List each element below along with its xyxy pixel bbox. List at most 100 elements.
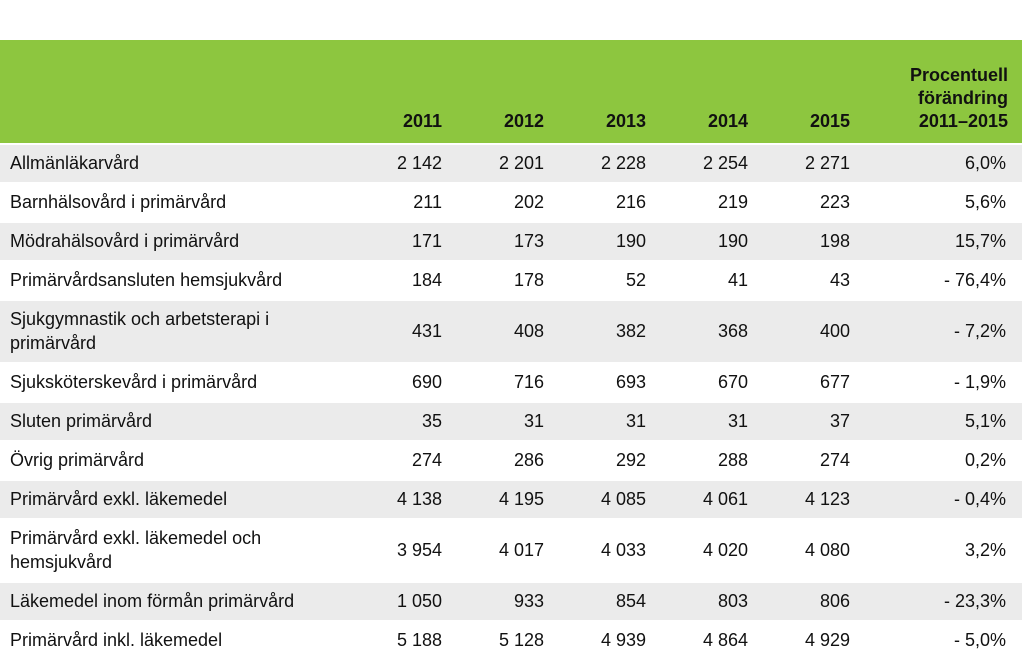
table-body: Allmänläkarvård 2 142 2 201 2 228 2 254 2 271…: [0, 143, 1022, 659]
table-row: Allmänläkarvård 2 142 2 201 2 228 2 254 2 271…: [0, 143, 1022, 183]
row-value-2014: 368: [656, 299, 758, 363]
row-label: Primärvård exkl. läkemedel: [0, 479, 350, 519]
row-value-2015: 4 123: [758, 479, 860, 519]
row-percent-change: 0,2%: [860, 440, 1022, 480]
row-value-2013: 693: [554, 362, 656, 402]
row-value-2013: 4 033: [554, 518, 656, 582]
row-value-2011: 274: [350, 440, 452, 480]
row-label: Barnhälsovård i primärvård: [0, 182, 350, 222]
row-label: Mödrahälsovård i primärvård: [0, 221, 350, 261]
row-value-2011: 431: [350, 299, 452, 363]
row-percent-change: - 7,2%: [860, 299, 1022, 363]
row-percent-change: 15,7%: [860, 221, 1022, 261]
row-value-2015: 806: [758, 581, 860, 621]
row-value-2015: 4 929: [758, 620, 860, 659]
row-percent-change: 3,2%: [860, 518, 1022, 582]
row-value-2013: 52: [554, 260, 656, 300]
row-value-2013: 292: [554, 440, 656, 480]
table-row: Sluten primärvård 35 31 31 31 37 5,1%: [0, 401, 1022, 441]
row-percent-change: - 1,9%: [860, 362, 1022, 402]
row-value-2014: 4 061: [656, 479, 758, 519]
row-value-2011: 5 188: [350, 620, 452, 659]
row-value-2015: 677: [758, 362, 860, 402]
row-value-2014: 4 864: [656, 620, 758, 659]
row-value-2012: 286: [452, 440, 554, 480]
row-label: Läkemedel inom förmån primärvård: [0, 581, 350, 621]
row-value-2012: 173: [452, 221, 554, 261]
row-value-2011: 1 050: [350, 581, 452, 621]
row-value-2013: 382: [554, 299, 656, 363]
row-value-2011: 3 954: [350, 518, 452, 582]
row-value-2014: 4 020: [656, 518, 758, 582]
row-label: Primärvårdsansluten hemsjukvård: [0, 260, 350, 300]
header-percent-change: Procentuell förändring 2011–2015: [860, 40, 1022, 144]
row-value-2012: 2 201: [452, 143, 554, 183]
table-row: Primärvård exkl. läkemedel 4 138 4 195 4 08…: [0, 479, 1022, 519]
row-label: Sjukgymnastik och arbetsterapi i primärv…: [0, 299, 350, 363]
row-value-2012: 4 017: [452, 518, 554, 582]
row-value-2014: 31: [656, 401, 758, 441]
header-percent-line-2: förändring: [918, 88, 1008, 108]
table-row: Barnhälsovård i primärvård 211 202 216 219 22…: [0, 182, 1022, 222]
header-year-2013: 2013: [605, 111, 646, 131]
row-value-2012: 31: [452, 401, 554, 441]
row-label: Primärvård inkl. läkemedel: [0, 620, 350, 659]
row-value-2014: 670: [656, 362, 758, 402]
cost-table-container: 2011 2012 2013 2014 2015 Procentuell för…: [0, 40, 1022, 659]
row-value-2014: 219: [656, 182, 758, 222]
header-percent-line-3: 2011–2015: [918, 111, 1008, 131]
row-percent-change: 5,1%: [860, 401, 1022, 441]
row-value-2012: 202: [452, 182, 554, 222]
row-value-2015: 43: [758, 260, 860, 300]
row-value-2013: 2 228: [554, 143, 656, 183]
header-year-2011: 2011: [402, 111, 442, 131]
row-value-2011: 4 138: [350, 479, 452, 519]
row-value-2015: 400: [758, 299, 860, 363]
cost-table: 2011 2012 2013 2014 2015 Procentuell för…: [0, 40, 1022, 659]
row-value-2012: 933: [452, 581, 554, 621]
row-label: Primärvård exkl. läkemedel och hemsjukvå…: [0, 518, 350, 582]
row-value-2012: 716: [452, 362, 554, 402]
row-value-2015: 2 271: [758, 143, 860, 183]
header-year-2015: 2015: [809, 111, 850, 131]
header-percent-line-1: Procentuell: [909, 65, 1008, 85]
row-label: Övrig primärvård: [0, 440, 350, 480]
row-percent-change: 5,6%: [860, 182, 1022, 222]
table-row: Sjuksköterskevård i primärvård 690 716 693 6…: [0, 362, 1022, 402]
row-value-2015: 274: [758, 440, 860, 480]
row-percent-change: - 0,4%: [860, 479, 1022, 519]
row-value-2015: 4 080: [758, 518, 860, 582]
row-value-2011: 35: [350, 401, 452, 441]
row-value-2012: 408: [452, 299, 554, 363]
row-label: Sjuksköterskevård i primärvård: [0, 362, 350, 402]
row-value-2014: 190: [656, 221, 758, 261]
row-value-2014: 41: [656, 260, 758, 300]
table-row: Primärvårdsansluten hemsjukvård 184 178 52 4…: [0, 260, 1022, 300]
row-label: Allmänläkarvård: [0, 143, 350, 183]
header-year-2014: 2014: [707, 111, 748, 131]
row-label: Sluten primärvård: [0, 401, 350, 441]
row-percent-change: - 23,3%: [860, 581, 1022, 621]
row-value-2013: 854: [554, 581, 656, 621]
row-value-2013: 31: [554, 401, 656, 441]
row-value-2014: 288: [656, 440, 758, 480]
row-value-2012: 5 128: [452, 620, 554, 659]
header-label-cell: [0, 40, 350, 144]
row-value-2012: 4 195: [452, 479, 554, 519]
row-percent-change: - 5,0%: [860, 620, 1022, 659]
table-row: Primärvård exkl. läkemedel och hemsjukvå…: [0, 518, 1022, 582]
row-value-2011: 2 142: [350, 143, 452, 183]
row-value-2011: 690: [350, 362, 452, 402]
row-percent-change: - 76,4%: [860, 260, 1022, 300]
table-row: Övrig primärvård 274 286 292 288 274 0,2%: [0, 440, 1022, 480]
table-header-row: 2011 2012 2013 2014 2015 Procentuell för…: [0, 40, 1022, 144]
table-row: Mödrahälsovård i primärvård 171 173 190 190 1…: [0, 221, 1022, 261]
table-row: Primärvård inkl. läkemedel 5 188 5 128 4 93…: [0, 620, 1022, 659]
row-value-2011: 184: [350, 260, 452, 300]
row-percent-change: 6,0%: [860, 143, 1022, 183]
row-value-2013: 190: [554, 221, 656, 261]
row-value-2014: 803: [656, 581, 758, 621]
row-value-2013: 4 085: [554, 479, 656, 519]
row-value-2011: 171: [350, 221, 452, 261]
row-value-2015: 198: [758, 221, 860, 261]
